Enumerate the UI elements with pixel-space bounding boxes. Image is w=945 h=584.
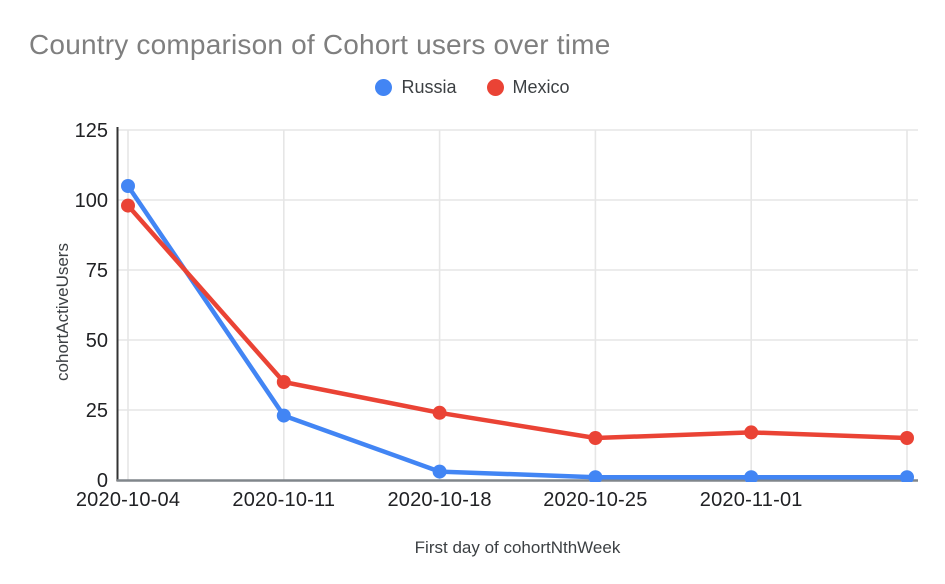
x-tick-label: 2020-10-04 xyxy=(76,489,180,511)
series-line-russia xyxy=(125,183,910,480)
x-tick-label: 2020-11-01 xyxy=(700,489,803,511)
data-point-mexico-3[interactable] xyxy=(588,431,603,445)
x-tick-label: 2020-10-11 xyxy=(232,489,335,511)
legend-label: Russia xyxy=(401,77,457,97)
data-point-mexico-2[interactable] xyxy=(432,405,447,420)
y-tick-label: 25 xyxy=(86,400,108,422)
y-tick-label: 0 xyxy=(97,470,108,492)
x-axis-title: First day of cohortNthWeek xyxy=(414,538,621,557)
series-mexico xyxy=(121,198,914,445)
y-tick-label: 100 xyxy=(75,190,108,212)
data-point-russia-5[interactable] xyxy=(900,470,914,484)
x-tick-labels: 2020-10-04 2020-10-11 2020-10-18 2020-10-25… xyxy=(76,489,803,511)
y-tick-label: 75 xyxy=(86,260,108,282)
data-point-russia-1[interactable] xyxy=(276,408,291,423)
legend-label: Mexico xyxy=(512,77,570,97)
chart-legend: Russia Mexico xyxy=(0,77,945,98)
y-tick-label: 50 xyxy=(86,330,108,352)
data-point-mexico-4[interactable] xyxy=(744,425,759,440)
legend-item-russia[interactable]: Russia xyxy=(375,77,457,98)
data-point-russia-0[interactable] xyxy=(121,179,135,193)
x-tick-label: 2020-10-25 xyxy=(543,489,647,511)
legend-item-mexico[interactable]: Mexico xyxy=(486,77,570,98)
gridlines xyxy=(117,129,918,480)
chart-title: Country comparison of Cohort users over … xyxy=(29,29,611,60)
data-point-mexico-0[interactable] xyxy=(121,198,135,213)
data-point-russia-3[interactable] xyxy=(588,470,603,484)
y-tick-label: 125 xyxy=(75,120,108,142)
legend-dot-icon xyxy=(375,79,393,96)
data-point-russia-4[interactable] xyxy=(744,470,759,484)
axes xyxy=(116,127,918,482)
series-russia xyxy=(121,179,914,484)
data-point-russia-2[interactable] xyxy=(432,464,447,479)
series-line-mexico xyxy=(125,203,910,441)
x-tick-label: 2020-10-18 xyxy=(387,489,491,511)
data-point-mexico-5[interactable] xyxy=(900,431,914,445)
data-point-mexico-1[interactable] xyxy=(276,375,291,389)
y-tick-labels: 0 25 50 75 100 125 xyxy=(75,120,108,492)
legend-dot-icon xyxy=(486,79,504,96)
